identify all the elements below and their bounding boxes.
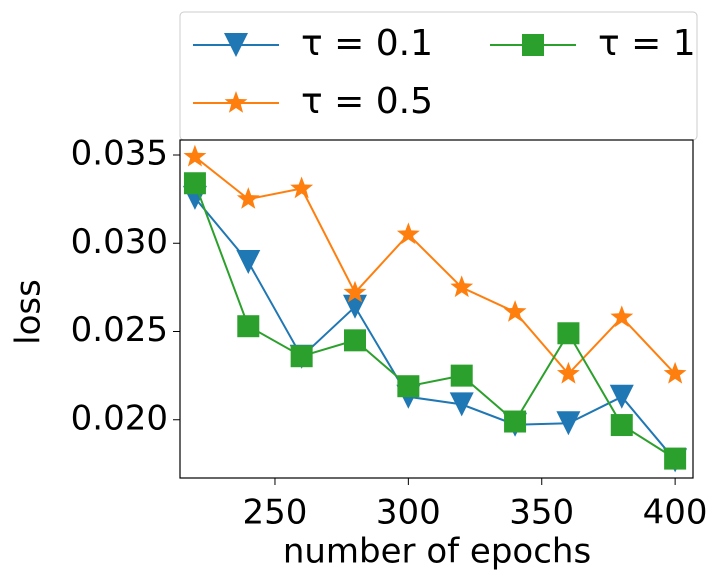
marker [236, 249, 261, 274]
marker [290, 176, 314, 199]
marker [290, 345, 313, 368]
legend-label: τ = 0.1 [301, 23, 433, 64]
marker [343, 280, 367, 303]
marker [504, 410, 527, 433]
y-axis-label: loss [9, 279, 49, 345]
marker [556, 411, 581, 436]
marker [522, 34, 544, 56]
x-tick-label: 400 [643, 493, 708, 533]
marker [183, 144, 207, 167]
plot-frame [179, 139, 694, 479]
y-tick-label: 0.035 [71, 134, 168, 174]
marker [557, 322, 580, 345]
marker [224, 33, 248, 57]
series-line [194, 156, 676, 376]
marker [397, 375, 420, 398]
marker [450, 275, 474, 298]
marker [450, 364, 473, 387]
marker [610, 305, 634, 328]
marker [237, 315, 260, 338]
x-tick-label: 300 [376, 493, 441, 533]
y-tick-label: 0.020 [71, 398, 168, 438]
marker [664, 447, 687, 470]
y-tick-label: 0.030 [71, 222, 168, 262]
marker [224, 91, 248, 113]
legend-label: τ = 0.5 [301, 81, 433, 122]
marker [610, 414, 633, 437]
marker [557, 361, 580, 384]
marker [663, 361, 687, 384]
series-line [194, 197, 676, 461]
marker [183, 172, 206, 195]
marker [609, 384, 634, 409]
legend-label: τ = 1 [598, 23, 696, 64]
series-line [193, 182, 676, 460]
marker [396, 222, 420, 245]
y-tick-label: 0.025 [71, 310, 168, 350]
marker [449, 392, 474, 417]
x-axis-label: number of epochs [283, 532, 591, 572]
marker [503, 300, 527, 322]
x-tick-label: 350 [509, 493, 574, 533]
x-tick-label: 250 [243, 493, 308, 533]
marker [344, 329, 367, 352]
marker [236, 187, 260, 209]
